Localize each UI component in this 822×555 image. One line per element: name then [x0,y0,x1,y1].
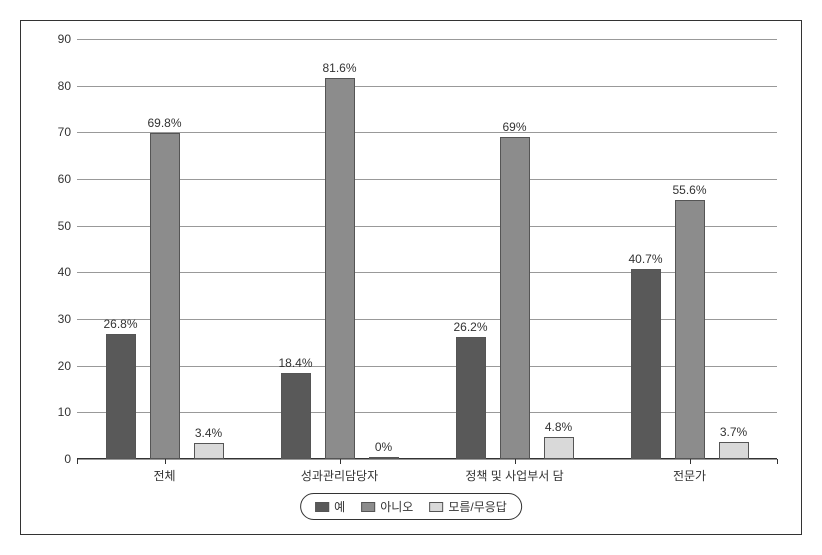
plot-area: 0102030405060708090전체26.8%69.8%3.4%성과관리담… [77,39,777,459]
y-tick-label: 60 [58,172,71,186]
legend-swatch [429,502,443,512]
y-tick-label: 50 [58,219,71,233]
y-tick-label: 10 [58,405,71,419]
bar-value-label: 26.8% [103,317,137,331]
bar-value-label: 69.8% [147,116,181,130]
gridline [77,366,777,367]
x-tick-label: 전문가 [673,467,706,484]
legend-item: 예 [315,498,345,515]
x-axis [77,458,777,459]
bar: 69% [500,137,530,459]
x-tick [690,459,691,464]
gridline [77,319,777,320]
legend: 예 아니오 모름/무응답 [300,493,522,520]
bar: 26.8% [106,334,136,459]
bar: 0% [369,457,399,459]
bar: 81.6% [325,78,355,459]
x-tick [340,459,341,464]
bar-value-label: 3.7% [720,425,747,439]
x-tick [165,459,166,464]
x-tick-label: 전체 [153,467,175,484]
gridline [77,179,777,180]
legend-item: 모름/무응답 [429,498,507,515]
x-tick-label: 정책 및 사업부서 담 [465,467,563,484]
bar: 18.4% [281,373,311,459]
y-tick-label: 70 [58,125,71,139]
gridline [77,459,777,460]
legend-label: 예 [334,498,345,515]
legend-swatch [315,502,329,512]
y-tick-label: 80 [58,79,71,93]
gridline [77,412,777,413]
x-tick [777,459,778,464]
bar-value-label: 0% [375,440,392,454]
legend-label: 아니오 [380,498,413,515]
gridline [77,226,777,227]
legend-item: 아니오 [361,498,413,515]
legend-swatch [361,502,375,512]
gridline [77,132,777,133]
bar-value-label: 4.8% [545,420,572,434]
x-tick-label: 성과관리담당자 [301,467,378,484]
bar-chart: 0 10 20 30 40 50 60 70 80 90 전체 26.8% 69.8% 3.4% 성과관리담… [20,20,802,535]
y-tick-label: 30 [58,312,71,326]
gridline [77,272,777,273]
bar-value-label: 40.7% [628,252,662,266]
bar-value-label: 69% [502,120,526,134]
y-tick-label: 40 [58,265,71,279]
x-tick [77,459,78,464]
bar-value-label: 55.6% [672,183,706,197]
bar: 69.8% [150,133,180,459]
legend-label: 모름/무응답 [448,498,507,515]
chart-container: 0 10 20 30 40 50 60 70 80 90 전체 26.8% 69.8% 3.4% 성과관리담… [20,20,802,535]
y-tick-label: 20 [58,359,71,373]
bar: 4.8% [544,437,574,459]
y-tick-label: 90 [58,32,71,46]
bar: 26.2% [456,337,486,459]
x-tick [515,459,516,464]
bar: 40.7% [631,269,661,459]
bar: 3.4% [194,443,224,459]
bar-value-label: 18.4% [278,356,312,370]
bar-value-label: 81.6% [322,61,356,75]
bar-value-label: 3.4% [195,426,222,440]
gridline [77,86,777,87]
bar: 3.7% [719,442,749,459]
bar: 55.6% [675,200,705,459]
y-tick-label: 0 [64,452,71,466]
bar-value-label: 26.2% [453,320,487,334]
gridline [77,39,777,40]
